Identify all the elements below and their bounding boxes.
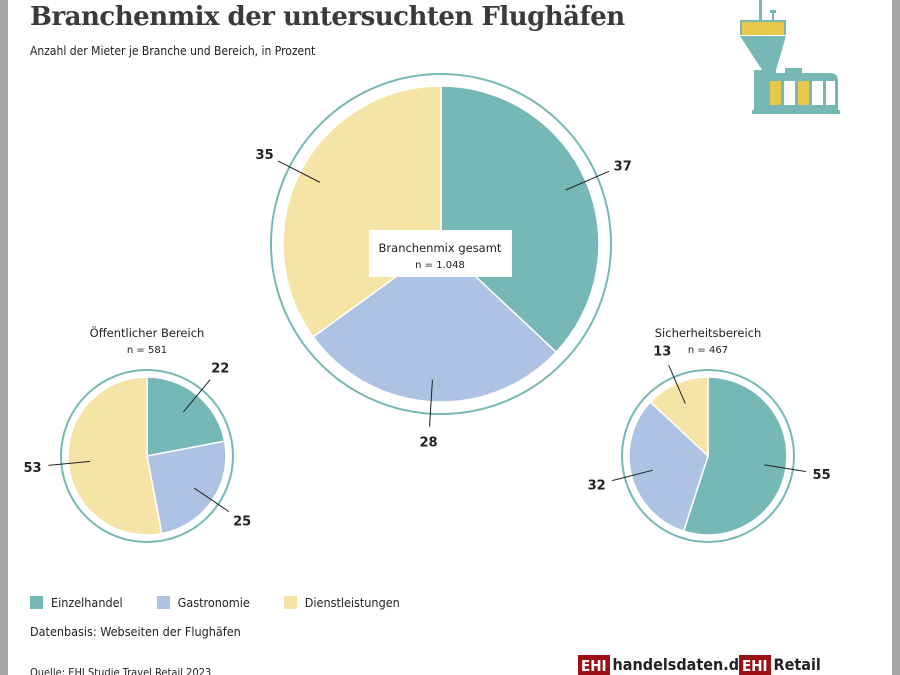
data-label: 35 [256, 148, 274, 163]
leader-line [48, 460, 91, 466]
data-label: 53 [23, 461, 41, 476]
logo-text: handelsdaten.de [612, 655, 749, 674]
data-basis: Datenbasis: Webseiten der Flughäfen [30, 624, 241, 639]
legend-label: Einzelhandel [51, 595, 123, 610]
data-label: 37 [614, 159, 632, 174]
legend-label: Dienstleistungen [304, 595, 400, 610]
legend-item: Dienstleistungen [283, 595, 400, 610]
legend-label: Gastronomie [177, 595, 250, 610]
chart-subtitle: Anzahl der Mieter je Branche und Bereich… [30, 44, 316, 58]
leader-line [764, 464, 806, 472]
legend-swatch [283, 596, 297, 609]
center-label-box [369, 230, 512, 277]
legend-swatch [156, 596, 170, 609]
pie-title: Öffentlicher Bereich [90, 324, 205, 340]
legend-item: Einzelhandel [30, 595, 123, 610]
pie-n: n = 581 [127, 345, 167, 356]
data-label: 55 [813, 468, 831, 483]
pie-title: Sicherheitsbereich [655, 326, 762, 340]
leader-line [668, 364, 686, 404]
pie-ring [270, 73, 612, 415]
pie-title: Branchenmix gesamt [379, 241, 502, 255]
chart-title: Branchenmix der untersuchten Flughäfen [30, 2, 625, 32]
pie-n: n = 1.048 [415, 260, 465, 271]
data-label: 32 [588, 479, 606, 494]
leader-line [277, 160, 321, 183]
pie-ring [60, 369, 234, 543]
legend-swatch [30, 596, 43, 609]
legend: Einzelhandel Gastronomie Dienstleistunge… [30, 595, 400, 610]
leader-line [611, 469, 653, 482]
leader-line [193, 487, 230, 513]
logo-box: EHI [578, 655, 610, 675]
tower-icon [740, 0, 840, 114]
leader-line [182, 379, 211, 413]
data-label: 13 [653, 344, 671, 359]
data-label: 25 [233, 515, 251, 530]
pie-n: n = 467 [688, 345, 728, 356]
source: Quelle: EHI Studie Travel Retail 2023 [30, 666, 212, 675]
pie-ring [621, 369, 795, 543]
data-label: 22 [211, 361, 229, 376]
data-label: 28 [420, 436, 438, 451]
leader-line [565, 170, 610, 191]
logo-handelsdaten: EHI handelsdaten.de [578, 655, 749, 675]
logo-box: EHI [739, 655, 771, 675]
leader-line [429, 379, 433, 427]
legend-item: Gastronomie [156, 595, 250, 610]
